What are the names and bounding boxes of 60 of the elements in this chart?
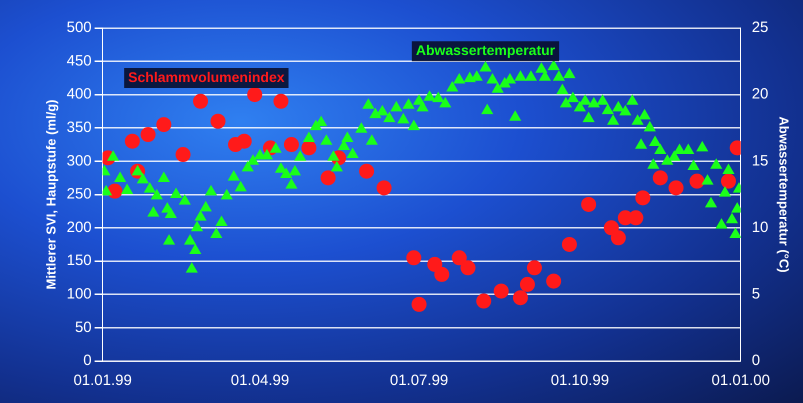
y-axis-title: Mittlerer SVI, Hauptstufe (ml/g)	[43, 100, 58, 290]
point	[546, 274, 562, 289]
y2-tick-label: 10	[752, 218, 768, 236]
y-tick-label: 350	[66, 119, 92, 136]
point	[690, 174, 705, 189]
y-tick-label: 400	[66, 86, 92, 103]
point	[635, 190, 650, 206]
point	[412, 296, 427, 312]
y-tick-label: 300	[66, 152, 92, 170]
series-label: Abwassertemperatur	[416, 42, 556, 58]
y2-axis-title: Abwassertemperatur (°C)	[776, 116, 792, 273]
point	[236, 134, 252, 149]
point	[210, 114, 226, 129]
y-tick-label: 200	[66, 218, 92, 236]
point	[452, 250, 467, 266]
point	[176, 147, 191, 162]
point	[720, 174, 736, 189]
point	[247, 87, 262, 102]
point	[406, 250, 422, 266]
point	[610, 230, 626, 246]
point	[476, 294, 492, 309]
y-tick-label: 100	[66, 286, 92, 303]
y-tick-label: 50	[74, 318, 92, 336]
point	[284, 137, 299, 152]
y2-tick-label: 15	[752, 152, 768, 170]
y-tick-label: 500	[66, 19, 92, 36]
y2-tick-label: 5	[752, 286, 760, 303]
x-tick-label: 01.01.99	[73, 372, 132, 390]
x-tick-label: 01.04.99	[230, 372, 290, 390]
x-tick-label: 01.01.00	[712, 372, 770, 390]
x-tick-label: 01.10.99	[550, 372, 610, 390]
y2-tick-label: 0	[752, 352, 760, 370]
point	[526, 260, 542, 276]
point	[512, 290, 528, 306]
point	[320, 170, 336, 186]
point	[460, 260, 476, 276]
point	[581, 196, 596, 212]
point	[193, 94, 208, 109]
y-tick-label: 250	[66, 186, 92, 203]
y-tick-label: 450	[66, 52, 92, 70]
point	[273, 94, 288, 109]
point	[376, 180, 392, 196]
y2-tick-label: 25	[752, 19, 768, 36]
point	[140, 127, 156, 142]
point	[494, 284, 509, 299]
y-tick-label: 0	[83, 352, 92, 370]
point	[359, 164, 374, 179]
point	[668, 180, 684, 196]
series-label: Schlammvolumenindex	[128, 68, 285, 85]
point	[520, 276, 535, 292]
point	[652, 170, 668, 186]
point	[156, 117, 172, 132]
y-tick-label: 150	[66, 252, 92, 270]
point	[124, 134, 140, 149]
point	[562, 236, 577, 252]
point	[434, 266, 450, 282]
point	[301, 140, 316, 156]
point	[427, 256, 442, 272]
y2-tick-label: 20	[752, 86, 768, 103]
x-tick-label: 01.07.99	[390, 372, 448, 390]
